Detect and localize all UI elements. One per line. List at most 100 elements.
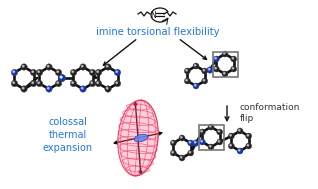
- Circle shape: [189, 152, 191, 153]
- Circle shape: [188, 140, 194, 146]
- Circle shape: [21, 64, 27, 70]
- Circle shape: [218, 130, 220, 132]
- Circle shape: [60, 76, 62, 78]
- Circle shape: [72, 82, 73, 84]
- Circle shape: [201, 140, 202, 142]
- Circle shape: [208, 68, 210, 70]
- Circle shape: [30, 80, 37, 87]
- Bar: [199, 125, 224, 150]
- Circle shape: [213, 56, 219, 62]
- Circle shape: [55, 80, 62, 87]
- Circle shape: [181, 156, 182, 158]
- Circle shape: [32, 82, 33, 84]
- Circle shape: [194, 141, 196, 143]
- Circle shape: [95, 80, 102, 87]
- Circle shape: [189, 142, 191, 143]
- Circle shape: [72, 71, 73, 73]
- Circle shape: [193, 83, 199, 89]
- Circle shape: [202, 78, 208, 84]
- Circle shape: [222, 51, 228, 57]
- Circle shape: [114, 80, 121, 87]
- Circle shape: [38, 82, 39, 84]
- Circle shape: [224, 53, 225, 54]
- Circle shape: [202, 68, 208, 74]
- Circle shape: [184, 68, 190, 74]
- Circle shape: [232, 67, 234, 69]
- Circle shape: [237, 128, 243, 134]
- Circle shape: [246, 133, 252, 139]
- Circle shape: [80, 64, 86, 70]
- Text: colossal
thermal
expansion: colossal thermal expansion: [43, 117, 93, 153]
- Circle shape: [199, 139, 205, 145]
- Text: N: N: [150, 11, 156, 19]
- Circle shape: [170, 150, 176, 156]
- Circle shape: [179, 135, 185, 141]
- Circle shape: [36, 80, 43, 87]
- Circle shape: [13, 71, 15, 73]
- Circle shape: [55, 69, 62, 76]
- Circle shape: [81, 65, 83, 67]
- Circle shape: [105, 86, 111, 92]
- Circle shape: [230, 135, 231, 136]
- Circle shape: [210, 146, 211, 147]
- Circle shape: [30, 69, 37, 76]
- Circle shape: [114, 69, 121, 76]
- Circle shape: [228, 133, 234, 139]
- Circle shape: [91, 82, 93, 84]
- Circle shape: [47, 87, 49, 89]
- Circle shape: [59, 74, 66, 81]
- Circle shape: [218, 140, 220, 142]
- Circle shape: [217, 129, 223, 135]
- Text: imine torsional flexibility: imine torsional flexibility: [96, 27, 220, 37]
- Circle shape: [107, 87, 108, 89]
- Circle shape: [210, 125, 211, 127]
- Circle shape: [208, 124, 214, 130]
- Circle shape: [186, 70, 187, 71]
- Circle shape: [230, 145, 231, 146]
- Circle shape: [105, 64, 111, 70]
- Circle shape: [188, 150, 194, 156]
- Circle shape: [47, 65, 49, 67]
- Circle shape: [231, 56, 237, 62]
- Circle shape: [89, 80, 96, 87]
- Circle shape: [57, 71, 59, 73]
- Circle shape: [89, 69, 96, 76]
- Circle shape: [97, 71, 99, 73]
- Circle shape: [116, 71, 118, 73]
- Circle shape: [184, 78, 190, 84]
- Circle shape: [193, 140, 199, 146]
- Ellipse shape: [134, 134, 148, 142]
- Circle shape: [81, 87, 83, 89]
- Circle shape: [170, 140, 176, 146]
- Circle shape: [195, 64, 196, 66]
- Circle shape: [199, 129, 205, 135]
- Bar: [213, 52, 238, 77]
- Circle shape: [46, 64, 52, 70]
- Circle shape: [208, 144, 214, 150]
- Circle shape: [21, 86, 27, 92]
- Circle shape: [70, 80, 77, 87]
- Circle shape: [217, 139, 223, 145]
- Circle shape: [186, 80, 187, 81]
- Circle shape: [207, 67, 213, 73]
- Circle shape: [224, 73, 225, 74]
- Circle shape: [107, 65, 108, 67]
- Circle shape: [60, 76, 62, 78]
- Circle shape: [70, 69, 77, 76]
- Circle shape: [232, 57, 234, 59]
- Circle shape: [247, 145, 249, 146]
- Circle shape: [181, 136, 182, 138]
- Circle shape: [228, 143, 234, 149]
- Circle shape: [247, 135, 249, 136]
- Circle shape: [238, 129, 240, 131]
- Circle shape: [172, 142, 173, 143]
- Circle shape: [201, 130, 202, 132]
- Circle shape: [22, 87, 24, 89]
- Circle shape: [215, 67, 216, 69]
- Circle shape: [11, 80, 18, 87]
- Circle shape: [215, 57, 216, 59]
- Circle shape: [38, 71, 39, 73]
- Circle shape: [203, 70, 205, 71]
- Circle shape: [222, 71, 228, 77]
- Circle shape: [179, 155, 185, 161]
